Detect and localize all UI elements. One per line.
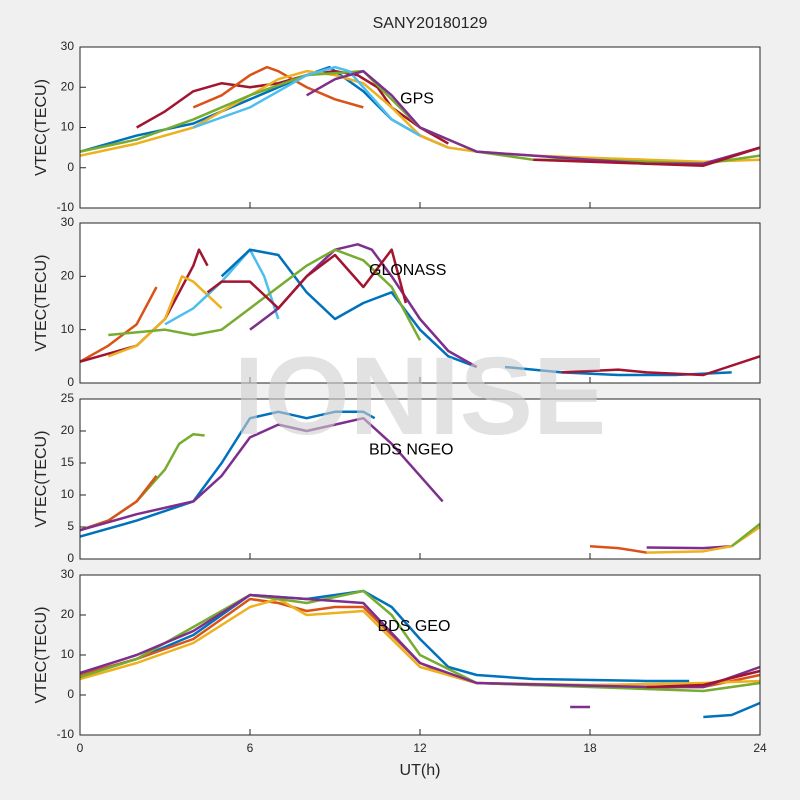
x-axis-label: UT(h) (400, 762, 441, 779)
x-tick-label: 6 (247, 741, 254, 755)
y-tick-label: 20 (61, 423, 75, 437)
data-line (79, 589, 690, 683)
y-tick-label: 20 (61, 269, 75, 283)
plot-frame (79, 574, 761, 736)
x-tick-label: 0 (77, 741, 84, 755)
x-tick-label: 18 (583, 741, 597, 755)
y-tick-label: 10 (61, 120, 75, 134)
y-tick-label: 15 (61, 455, 75, 469)
y-axis-label: VTEC(TECU) (33, 79, 50, 176)
annotation: BDS NGEO (369, 441, 453, 458)
y-tick-label: 0 (67, 375, 74, 389)
y-tick-label: -10 (57, 200, 75, 214)
y-tick-label: 0 (67, 687, 74, 701)
y-tick-label: 30 (61, 567, 75, 581)
data-line (589, 544, 647, 554)
annotation: BDS GEO (378, 618, 451, 635)
data-line (79, 69, 761, 163)
y-axis-label: VTEC(TECU) (33, 607, 50, 704)
plot-area (80, 399, 760, 559)
data-line (646, 525, 761, 554)
y-tick-label: 25 (61, 391, 75, 405)
y-tick-label: 10 (61, 322, 75, 336)
plot-frame (79, 398, 761, 560)
annotation: GPS (400, 91, 434, 108)
y-tick-label: 30 (61, 39, 75, 53)
data-line (220, 248, 478, 369)
plot-frame (79, 222, 761, 384)
y-tick-label: 0 (67, 551, 74, 565)
data-line (730, 522, 761, 548)
data-line (646, 669, 761, 689)
y-tick-label: 10 (61, 487, 75, 501)
data-line (703, 701, 761, 719)
data-line (107, 275, 223, 358)
data-line (561, 355, 761, 377)
y-axis-label: VTEC(TECU) (33, 431, 50, 528)
data-line (79, 597, 761, 687)
data-line (192, 65, 364, 109)
data-line (108, 248, 422, 341)
annotation: GLONASS (369, 262, 446, 279)
figure-title: SANY20180129 (373, 15, 488, 32)
watermark: IONISE (234, 335, 607, 458)
plot-frame (79, 46, 761, 209)
data-line (206, 248, 408, 310)
data-line (79, 410, 376, 538)
y-tick-label: 20 (61, 79, 75, 93)
data-line (192, 65, 421, 137)
data-line (533, 146, 761, 167)
x-tick-label: 12 (413, 741, 427, 755)
y-axis-label: VTEC(TECU) (33, 255, 50, 352)
data-line (79, 589, 761, 693)
y-tick-label: 5 (67, 519, 74, 533)
y-tick-label: 0 (67, 160, 74, 174)
data-line (79, 416, 444, 532)
y-tick-label: 20 (61, 607, 75, 621)
y-tick-label: 30 (61, 215, 75, 229)
data-line (79, 286, 158, 363)
y-tick-label: 10 (61, 647, 75, 661)
x-tick-label: 24 (753, 741, 767, 755)
data-line (164, 248, 280, 326)
plot-area (80, 223, 760, 383)
y-tick-label: -10 (57, 727, 75, 741)
